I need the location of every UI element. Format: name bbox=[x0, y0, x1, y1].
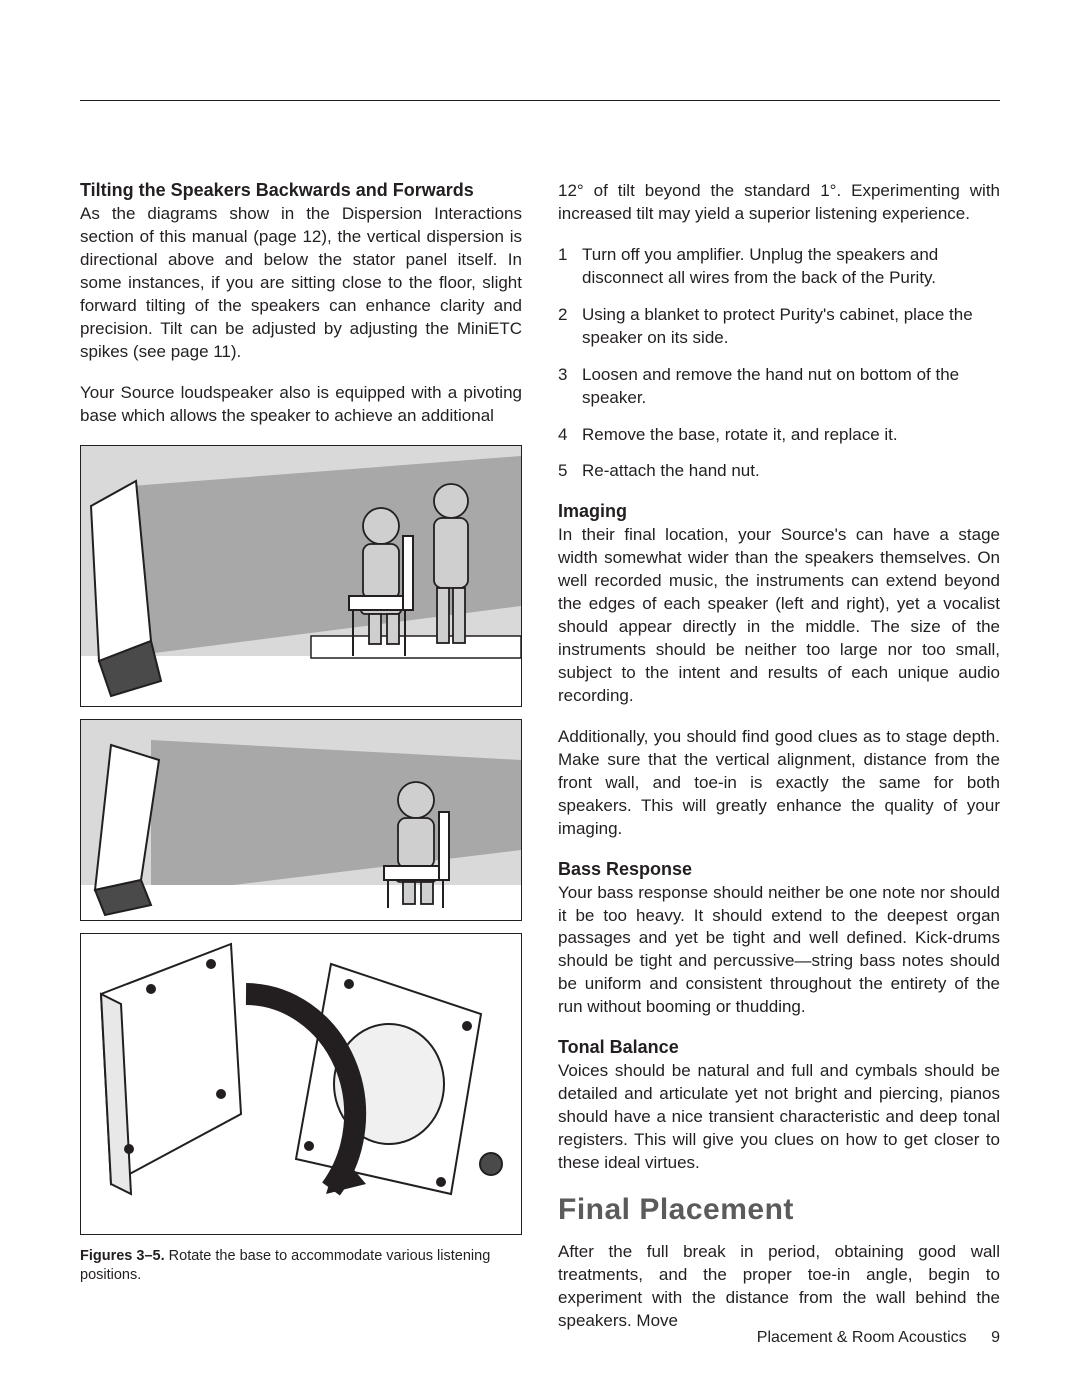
step-2: Using a blanket to protect Purity's cabi… bbox=[558, 304, 1000, 350]
footer-page-number: 9 bbox=[991, 1329, 1000, 1346]
tonal-para: Voices should be natural and full and cy… bbox=[558, 1060, 1000, 1175]
steps-list: Turn off you amplifier. Unplug the speak… bbox=[558, 244, 1000, 484]
final-para: After the full break in period, obtainin… bbox=[558, 1241, 1000, 1333]
figure-5 bbox=[80, 933, 522, 1235]
figure-3-svg bbox=[80, 445, 522, 707]
page-footer: Placement & Room Acoustics 9 bbox=[757, 1329, 1000, 1347]
top-rule bbox=[80, 100, 1000, 101]
step-4: Remove the base, rotate it, and replace … bbox=[558, 424, 1000, 447]
final-placement-title: Final Placement bbox=[558, 1193, 1000, 1227]
bass-heading: Bass Response bbox=[558, 859, 1000, 880]
tilting-para1: As the diagrams show in the Dispersion I… bbox=[80, 203, 522, 364]
bass-para: Your bass response should neither be one… bbox=[558, 882, 1000, 1020]
footer-section: Placement & Room Acoustics bbox=[757, 1329, 967, 1346]
tilting-para2: Your Source loudspeaker also is equipped… bbox=[80, 382, 522, 428]
cont-para: 12° of tilt beyond the standard 1°. Expe… bbox=[558, 180, 1000, 226]
left-column: Tilting the Speakers Backwards and Forwa… bbox=[80, 180, 522, 1351]
step-5: Re-attach the hand nut. bbox=[558, 460, 1000, 483]
figure-5-svg bbox=[80, 933, 522, 1235]
figures-caption: Figures 3–5. Rotate the base to accommod… bbox=[80, 1247, 522, 1285]
tilting-heading: Tilting the Speakers Backwards and Forwa… bbox=[80, 180, 522, 201]
right-column: 12° of tilt beyond the standard 1°. Expe… bbox=[558, 180, 1000, 1351]
imaging-heading: Imaging bbox=[558, 501, 1000, 522]
caption-bold: Figures 3–5. bbox=[80, 1248, 165, 1264]
figure-4-svg bbox=[80, 719, 522, 921]
figure-4 bbox=[80, 719, 522, 921]
step-1: Turn off you amplifier. Unplug the speak… bbox=[558, 244, 1000, 290]
figure-3 bbox=[80, 445, 522, 707]
tonal-heading: Tonal Balance bbox=[558, 1037, 1000, 1058]
step-3: Loosen and remove the hand nut on bottom… bbox=[558, 364, 1000, 410]
content-columns: Tilting the Speakers Backwards and Forwa… bbox=[80, 180, 1000, 1351]
imaging-para2: Additionally, you should find good clues… bbox=[558, 726, 1000, 841]
imaging-para1: In their final location, your Source's c… bbox=[558, 524, 1000, 708]
